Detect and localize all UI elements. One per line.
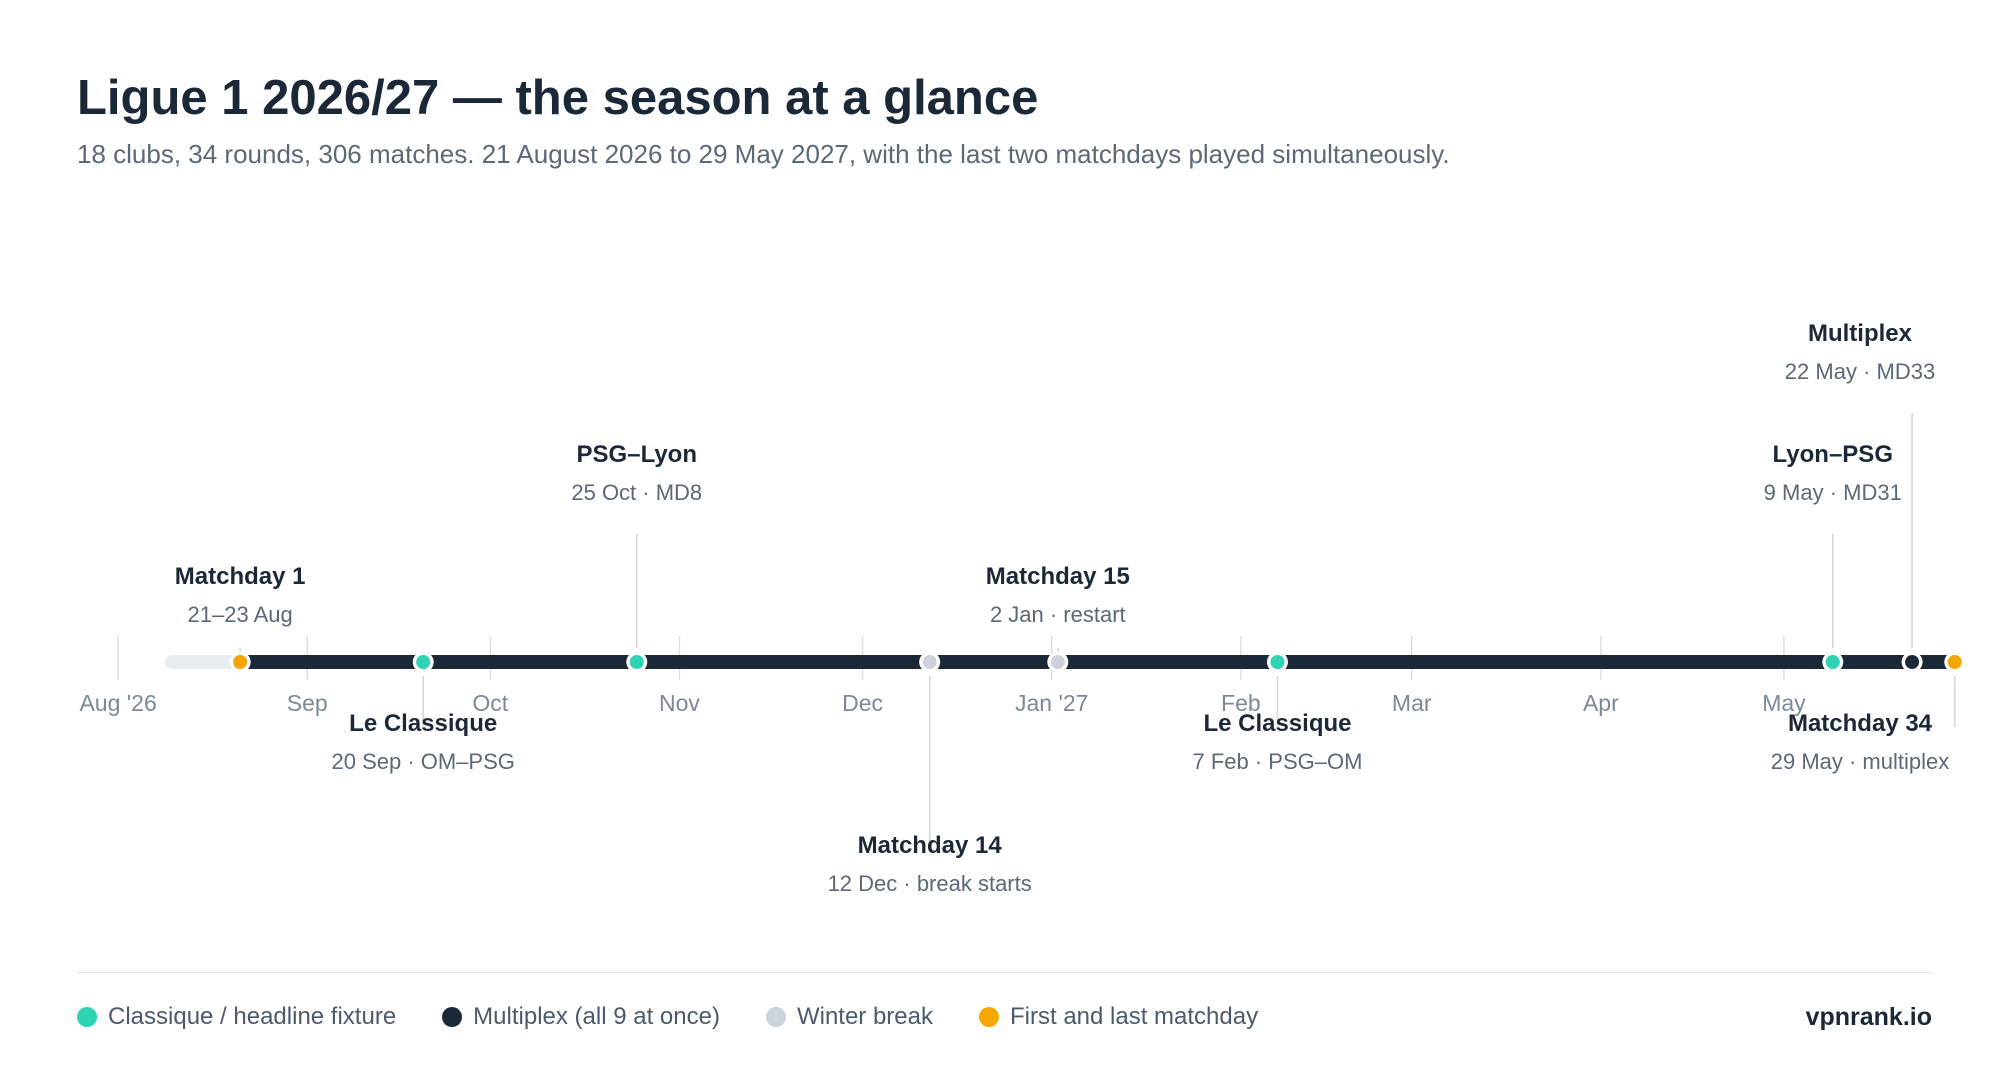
legend-label-first-last: First and last matchday: [1010, 1003, 1259, 1030]
month-label: Aug '26: [79, 690, 156, 716]
event-dot-lyon-psg: [1825, 655, 1840, 669]
event-title-le-classique-sep: Le Classique: [349, 710, 497, 737]
legend-label-classique: Classique / headline fixture: [108, 1003, 397, 1030]
event-dot-psg-lyon: [629, 655, 644, 669]
event-title-matchday-15: Matchday 15: [986, 563, 1130, 590]
event-title-multiplex: Multiplex: [1808, 320, 1913, 347]
month-label: May: [1762, 690, 1806, 716]
legend: Classique / headline fixture Multiplex (…: [77, 1003, 1258, 1031]
month-label: Sep: [287, 690, 328, 716]
event-dot-matchday-15: [1050, 655, 1065, 669]
event-sub-matchday-15: 2 Jan · restart: [990, 602, 1126, 627]
event-dot-le-classique-feb: [1270, 655, 1285, 669]
event-title-psg-lyon: PSG–Lyon: [577, 441, 697, 468]
month-label: Apr: [1583, 690, 1619, 716]
event-dot-matchday-1: [233, 655, 248, 669]
event-sub-psg-lyon: 25 Oct · MD8: [571, 480, 702, 505]
legend-item-classique: Classique / headline fixture: [77, 1003, 396, 1031]
event-sub-le-classique-sep: 20 Sep · OM–PSG: [331, 749, 514, 774]
event-sub-lyon-psg: 9 May · MD31: [1764, 480, 1902, 505]
event-dot-matchday-14: [922, 655, 937, 669]
event-sub-multiplex: 22 May · MD33: [1785, 359, 1935, 384]
page-title: Ligue 1 2026/27 — the season at a glance: [77, 71, 1039, 125]
page-subtitle: 18 clubs, 34 rounds, 306 matches. 21 Aug…: [77, 139, 1450, 169]
legend-dot-multiplex: [442, 1007, 463, 1027]
brand-credit: vpnrank.io: [1805, 1003, 1932, 1031]
legend-dot-first-last: [979, 1007, 999, 1027]
event-title-lyon-psg: Lyon–PSG: [1773, 441, 1893, 468]
legend-label-winter-break: Winter break: [796, 1003, 933, 1030]
month-label: Jan '27: [1015, 690, 1088, 716]
event-sub-matchday-1: 21–23 Aug: [188, 602, 293, 627]
event-title-le-classique-feb: Le Classique: [1203, 710, 1351, 737]
event-sub-matchday-14: 12 Dec · break starts: [828, 871, 1032, 896]
month-label: Dec: [842, 690, 883, 716]
event-title-matchday-34: Matchday 34: [1788, 710, 1933, 737]
event-dot-multiplex: [1905, 655, 1920, 669]
legend-dot-classique: [77, 1007, 97, 1027]
legend-item-multiplex: Multiplex (all 9 at once): [442, 1003, 720, 1031]
legend-item-winter-break: Winter break: [765, 1003, 933, 1031]
month-label: Feb: [1221, 690, 1261, 716]
month-label: Oct: [472, 690, 508, 716]
month-label: Mar: [1392, 690, 1432, 716]
event-dot-le-classique-sep: [416, 655, 431, 669]
event-title-matchday-1: Matchday 1: [175, 563, 306, 590]
legend-label-multiplex: Multiplex (all 9 at once): [473, 1003, 720, 1030]
event-sub-le-classique-feb: 7 Feb · PSG–OM: [1193, 749, 1363, 774]
event-sub-matchday-34: 29 May · multiplex: [1771, 749, 1950, 774]
legend-dot-winter-break: [765, 1007, 786, 1027]
legend-item-first-last: First and last matchday: [979, 1003, 1258, 1031]
month-label: Nov: [659, 690, 700, 716]
footer-divider: [77, 972, 1932, 973]
event-dot-matchday-34: [1947, 655, 1962, 669]
event-title-matchday-14: Matchday 14: [858, 832, 1003, 859]
